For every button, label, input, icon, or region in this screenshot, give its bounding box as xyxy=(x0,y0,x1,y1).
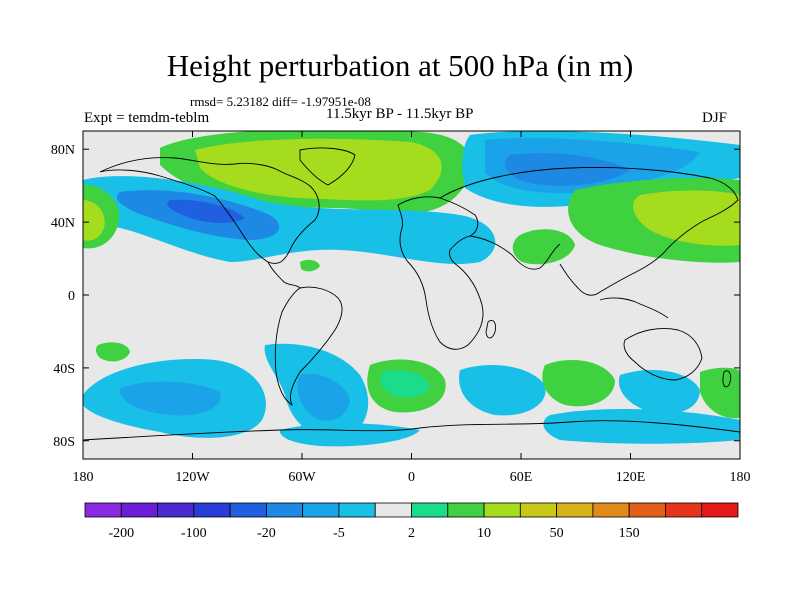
colorbar-swatch xyxy=(120,502,158,518)
central-asia-high xyxy=(512,229,575,265)
x-tick-label: 60W xyxy=(288,470,316,485)
north-pacific-high-core xyxy=(83,200,105,241)
south-indian-high xyxy=(542,360,615,407)
south-america-coast xyxy=(274,286,343,407)
experiment-label: Expt = temdm-teblm xyxy=(84,110,210,126)
colorbar-swatch xyxy=(374,502,412,518)
y-tick-label: 80N xyxy=(51,143,75,158)
south-indian-low xyxy=(459,365,546,416)
season-label: DJF xyxy=(702,110,728,126)
colorbar-swatch xyxy=(411,502,449,518)
north-america-coast xyxy=(99,157,320,264)
y-tick-label: 40N xyxy=(51,216,75,231)
x-tick-label: 60E xyxy=(510,470,533,485)
x-tick-label: 180 xyxy=(73,470,94,485)
australia-coast xyxy=(623,328,703,381)
chart-title: Height perturbation at 500 hPa (in m) xyxy=(166,48,634,83)
colorbar-label: -20 xyxy=(257,526,276,541)
colorbar-swatch xyxy=(265,502,304,518)
colorbar-swatch xyxy=(483,502,521,518)
x-tick-label: 120E xyxy=(616,470,646,485)
colorbar-swatch xyxy=(338,502,376,518)
stats-label: rmsd= 5.23182 diff= -1.97951e-08 xyxy=(190,94,371,109)
coastlines xyxy=(83,147,740,441)
colorbar-label: 50 xyxy=(550,526,564,541)
asia-coast xyxy=(439,167,739,296)
period-label: 11.5kyr BP - 11.5kyr BP xyxy=(326,106,474,122)
colorbar-swatch xyxy=(665,502,703,518)
southern-ocean-low xyxy=(543,408,740,444)
colorbar-swatch xyxy=(193,502,231,518)
y-axis: 80N 40N 0 40S 80S xyxy=(51,143,740,450)
madagascar-coast xyxy=(485,320,496,339)
colorbar-swatch xyxy=(157,502,195,518)
colorbar-swatch xyxy=(519,502,558,518)
europe-africa-coast xyxy=(397,196,484,350)
colorbar-swatch xyxy=(628,502,666,518)
new-zealand-coast xyxy=(722,370,732,388)
subtropical-high-east xyxy=(300,259,320,272)
colorbar-swatch xyxy=(592,502,630,518)
y-tick-label: 40S xyxy=(53,362,75,377)
maritime-continent-coast xyxy=(599,297,669,319)
colorbar-swatch xyxy=(302,502,340,518)
arabia-india-coast xyxy=(469,235,561,270)
antarctic-low xyxy=(279,423,420,447)
colorbar-label: 10 xyxy=(477,526,491,541)
siberian-low-core xyxy=(505,153,630,186)
pacific-trough-deep xyxy=(167,199,245,224)
colorbar-swatch xyxy=(447,502,485,518)
x-tick-label: 180 xyxy=(730,470,751,485)
colorbar-label: -100 xyxy=(181,526,207,541)
australia-low xyxy=(618,370,700,414)
x-axis: 180 120W 60W 0 60E 120E 180 xyxy=(73,131,751,485)
antarctica-coast xyxy=(83,420,740,441)
colorbar-swatch xyxy=(229,502,267,518)
subtropical-high-west xyxy=(95,342,130,362)
south-atlantic-high-core xyxy=(380,370,430,398)
central-america-coast xyxy=(267,261,301,289)
x-tick-label: 120W xyxy=(175,470,210,485)
colorbar-swatch xyxy=(701,502,739,518)
south-pacific-low-core xyxy=(119,381,221,416)
colorbar-label: -200 xyxy=(108,526,134,541)
south-america-low-core xyxy=(297,373,350,421)
y-tick-label: 80S xyxy=(53,435,75,450)
greenland-coast xyxy=(299,147,356,186)
x-tick-label: 0 xyxy=(408,470,415,485)
colorbar-swatch xyxy=(84,502,122,518)
arctic-high-core xyxy=(195,138,442,201)
colorbar-label: -5 xyxy=(333,526,345,541)
colorbar: -200 -100 -20 -5 2 10 50 150 xyxy=(84,502,739,541)
colorbar-swatch xyxy=(556,502,594,518)
mongolian-high-core xyxy=(633,190,740,246)
plot-area xyxy=(83,131,740,459)
y-tick-label: 0 xyxy=(68,289,75,304)
contour-fills xyxy=(83,131,740,447)
colorbar-label: 150 xyxy=(619,526,640,541)
colorbar-label: 2 xyxy=(408,526,415,541)
